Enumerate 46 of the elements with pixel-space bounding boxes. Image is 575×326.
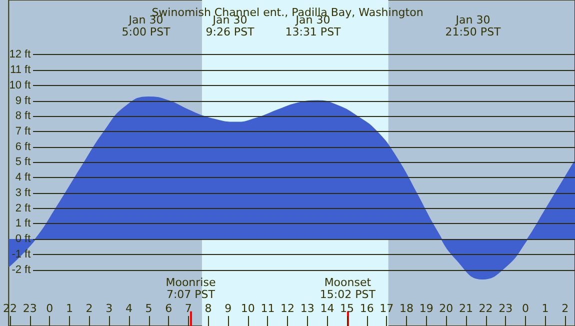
- x-tick-label: 14: [320, 302, 334, 315]
- x-tick-label: 15: [340, 302, 354, 315]
- annotation: Jan 30 21:50 PST: [445, 14, 502, 38]
- y-tick-label: 6 ft: [15, 140, 31, 153]
- x-tick-label: 11: [260, 302, 275, 315]
- x-tick-label: 10: [240, 302, 255, 315]
- x-tick-label: 16: [360, 302, 374, 315]
- y-tick-label: -1 ft: [12, 248, 31, 260]
- y-tick-label: 10 ft: [9, 79, 31, 92]
- x-tick-label: 1: [542, 302, 549, 315]
- x-tick-label: 12: [280, 302, 295, 315]
- y-tick-label: 5 ft: [15, 156, 31, 168]
- ref-line-label: Moonset 15:02 PST: [320, 276, 376, 301]
- x-tick-label: 6: [165, 302, 172, 315]
- x-tick-label: 23: [498, 302, 513, 315]
- x-tick-label: 9: [224, 302, 232, 315]
- y-tick-label: 1 ft: [15, 218, 31, 230]
- y-tick-label: 12 ft: [9, 48, 31, 61]
- x-tick-label: 1: [66, 302, 73, 315]
- x-tick-label: 20: [439, 302, 454, 315]
- y-tick-label: 9 ft: [15, 94, 31, 107]
- y-tick-label: 11 ft: [10, 64, 31, 76]
- x-tick-label: 8: [204, 302, 212, 315]
- x-tick-label: 7: [184, 302, 192, 315]
- y-tick-label: 2 ft: [15, 202, 31, 214]
- y-tick-label: 3 ft: [15, 186, 31, 199]
- x-tick-label: 17: [380, 302, 394, 315]
- y-tick-label: -2 ft: [12, 264, 31, 276]
- x-tick-label: 2: [562, 302, 569, 315]
- x-tick-label: 4: [125, 302, 132, 315]
- x-tick-label: 19: [419, 302, 434, 315]
- y-tick-label: 8 ft: [15, 110, 31, 122]
- x-tick-label: 0: [46, 302, 54, 315]
- x-tick-label: 3: [106, 302, 113, 315]
- x-tick-label: 18: [399, 302, 414, 315]
- y-tick-label: 0 ft: [15, 233, 31, 246]
- ref-line-label: Moonrise 7:07 PST: [166, 276, 216, 301]
- x-tick-label: 21: [458, 302, 473, 315]
- x-tick-label: 22: [478, 302, 493, 315]
- x-tick-label: 5: [145, 302, 152, 315]
- x-tick-label: 13: [300, 302, 314, 315]
- y-tick-label: 4 ft: [15, 172, 31, 184]
- x-tick-label: 0: [522, 302, 529, 315]
- x-tick-label: 23: [22, 302, 37, 315]
- x-tick-label: 2: [86, 302, 93, 315]
- y-tick-label: 7 ft: [15, 126, 31, 138]
